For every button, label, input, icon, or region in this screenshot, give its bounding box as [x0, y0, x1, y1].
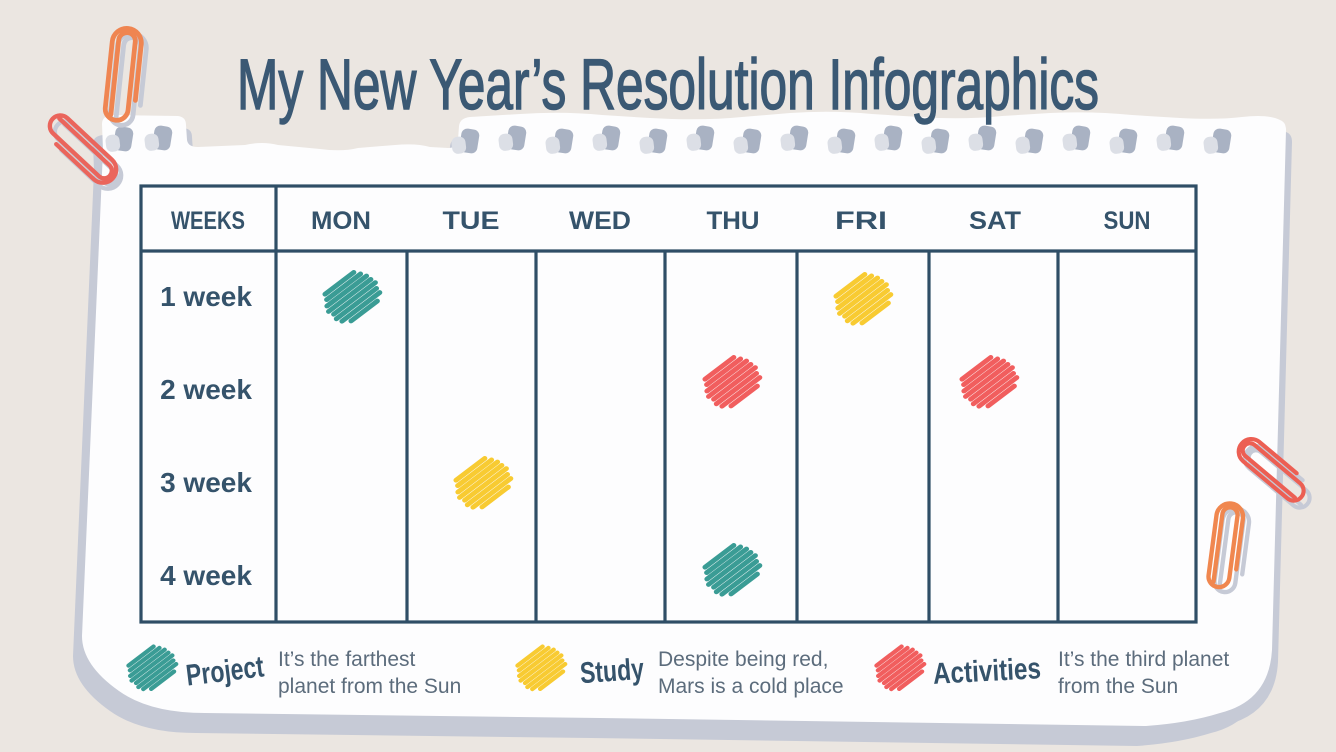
svg-text:Study: Study	[579, 653, 645, 690]
svg-text:1 week: 1 week	[160, 281, 252, 312]
svg-text:THU: THU	[707, 207, 760, 235]
svg-text:SAT: SAT	[969, 207, 1021, 235]
svg-text:planet from the Sun: planet from the Sun	[278, 675, 461, 698]
svg-text:3 week: 3 week	[160, 467, 252, 498]
svg-text:SUN: SUN	[1104, 207, 1151, 235]
svg-text:It’s the farthest: It’s the farthest	[278, 648, 416, 671]
svg-text:Despite being red,: Despite being red,	[658, 648, 828, 671]
svg-text:It’s the third planet: It’s the third planet	[1058, 648, 1229, 671]
svg-text:2 week: 2 week	[160, 374, 252, 405]
svg-text:My New Year’s Resolution Infog: My New Year’s Resolution Infographics	[237, 46, 1099, 125]
svg-text:Activities: Activities	[932, 652, 1042, 691]
svg-text:WEEKS: WEEKS	[171, 207, 245, 235]
svg-text:Mars is a cold place: Mars is a cold place	[658, 675, 844, 698]
svg-text:FRI: FRI	[835, 207, 887, 235]
svg-text:4 week: 4 week	[160, 560, 252, 591]
svg-text:from the Sun: from the Sun	[1058, 675, 1178, 698]
svg-text:TUE: TUE	[443, 207, 500, 235]
svg-text:MON: MON	[311, 207, 371, 235]
svg-text:WED: WED	[569, 207, 631, 235]
